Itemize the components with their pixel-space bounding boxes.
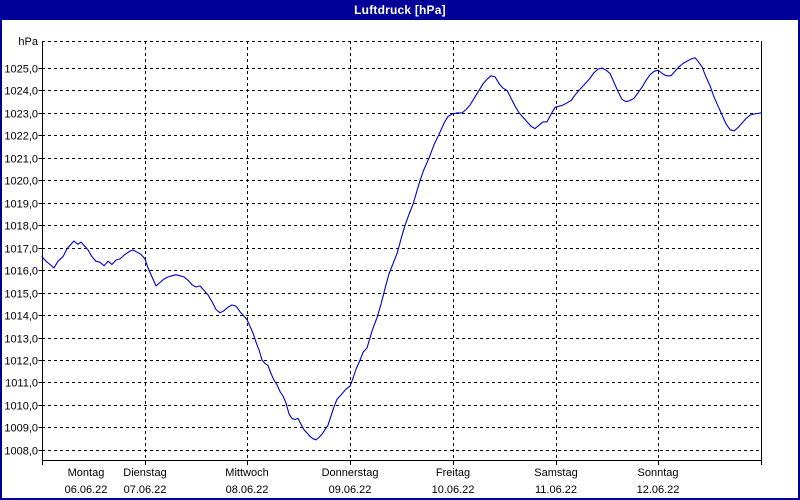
y-tick-label: 1009,0 (4, 423, 38, 435)
weekday-label: Samstag (534, 467, 577, 479)
weekday-label: Sonntag (638, 467, 679, 479)
date-label: 12.06.22 (637, 484, 680, 496)
y-tick-label: 1023,0 (4, 109, 38, 121)
weekday-label: Freitag (436, 467, 470, 479)
y-tick-label: 1018,0 (4, 221, 38, 233)
weekday-label: Donnerstag (322, 467, 379, 479)
weekday-label: Montag (68, 467, 105, 479)
window-titlebar: Luftdruck [hPa] (2, 2, 798, 20)
chart-area: 1008,0 1009,0 1010,0 1011,0 1012,0 1013,0 1014… (2, 20, 798, 498)
y-tick-label: 1021,0 (4, 154, 38, 166)
y-tick-label: 1020,0 (4, 176, 38, 188)
unit-label: hPa (18, 36, 38, 48)
date-label: 11.06.22 (535, 484, 577, 496)
pressure-chart: 1008,0 1009,0 1010,0 1011,0 1012,0 1013,0 1014… (4, 36, 762, 496)
y-tick-label: 1008,0 (4, 446, 38, 458)
y-tick-label: 1013,0 (4, 334, 38, 346)
y-tick-label: 1017,0 (4, 244, 38, 256)
date-label: 10.06.22 (432, 484, 475, 496)
y-tick-label: 1019,0 (4, 199, 38, 211)
y-tick-label: 1014,0 (4, 311, 38, 323)
weekday-label: Dienstag (123, 467, 166, 479)
y-tick-label: 1024,0 (4, 86, 38, 98)
date-label: 07.06.22 (124, 484, 167, 496)
y-tick-label: 1025,0 (4, 64, 38, 76)
y-tick-label: 1016,0 (4, 266, 38, 278)
y-tick-label: 1015,0 (4, 289, 38, 301)
date-label: 08.06.22 (226, 484, 269, 496)
date-label: 09.06.22 (329, 484, 372, 496)
y-tick-label: 1011,0 (5, 378, 38, 390)
window-title: Luftdruck [hPa] (354, 3, 446, 17)
pressure-series-line (41, 57, 762, 441)
y-tick-label: 1022,0 (4, 131, 38, 143)
y-tick-label: 1010,0 (4, 401, 38, 413)
y-tick-label: 1012,0 (4, 356, 38, 368)
weekday-label: Mittwoch (225, 467, 268, 479)
date-label: 06.06.22 (65, 484, 108, 496)
